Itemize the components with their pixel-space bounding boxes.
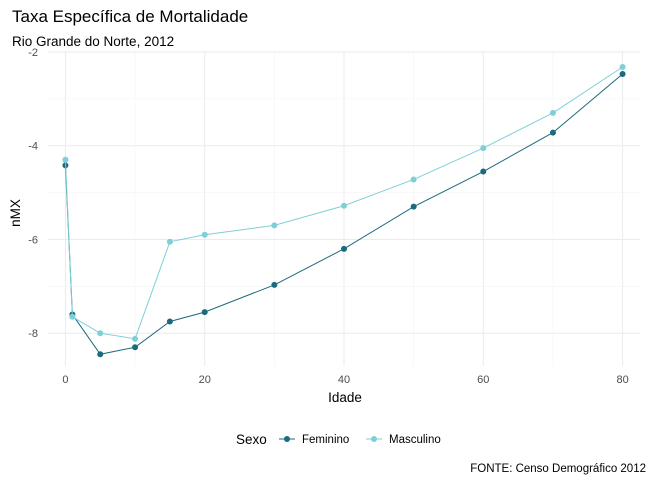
legend-label: Masculino <box>389 434 441 446</box>
legend-key-point <box>371 436 377 442</box>
point-masculino <box>166 238 173 245</box>
legend-item-feminino: Feminino <box>279 434 349 446</box>
legend-label: Feminino <box>302 434 349 446</box>
legend-title: Sexo <box>236 432 267 447</box>
point-feminino <box>97 351 104 358</box>
x-tick-label: 20 <box>199 374 211 386</box>
series-line-masculino <box>64 66 623 340</box>
point-feminino <box>132 344 139 351</box>
y-tick-label: -8 <box>28 328 38 340</box>
point-masculino <box>341 202 347 209</box>
x-tick-label: 80 <box>616 374 628 386</box>
legend-key-point <box>284 436 290 442</box>
y-tick-label: -4 <box>28 141 38 153</box>
x-tick-label: 40 <box>338 374 350 386</box>
point-feminino <box>549 129 556 136</box>
point-feminino <box>341 245 347 252</box>
y-axis-ticks: -8 -6 -4 -2 <box>28 47 38 340</box>
legend-item-masculino: Masculino <box>366 434 441 446</box>
point-masculino <box>132 335 139 342</box>
legend: Sexo Feminino Masculino <box>236 432 441 447</box>
point-feminino <box>166 318 173 325</box>
point-feminino <box>271 281 278 288</box>
y-axis-label: nMX <box>8 199 23 227</box>
x-tick-label: 60 <box>477 374 489 386</box>
x-tick-label: 0 <box>62 374 68 386</box>
y-tick-label: -2 <box>28 47 38 59</box>
point-feminino <box>201 309 208 316</box>
point-feminino <box>480 168 487 175</box>
point-masculino <box>549 109 556 116</box>
point-masculino <box>480 145 487 152</box>
point-masculino <box>97 330 104 337</box>
x-axis-ticks: 0 20 40 60 80 <box>62 374 628 386</box>
chart-title: Taxa Específica de Mortalidade <box>12 7 248 26</box>
chart-subtitle: Rio Grande do Norte, 2012 <box>12 34 174 49</box>
point-masculino <box>201 231 208 238</box>
series-line-feminino <box>64 73 623 355</box>
point-feminino <box>410 203 417 210</box>
chart-caption: FONTE: Censo Demográfico 2012 <box>470 463 646 475</box>
y-tick-label: -6 <box>28 234 38 246</box>
point-masculino <box>410 176 417 183</box>
point-masculino <box>619 63 626 70</box>
point-masculino <box>62 156 69 163</box>
legend-items: Feminino Masculino <box>279 434 441 446</box>
plot-area <box>62 63 626 358</box>
x-axis-label: Idade <box>328 390 362 405</box>
point-feminino <box>619 71 626 78</box>
point-masculino <box>271 222 278 229</box>
point-masculino <box>69 313 76 320</box>
grid <box>48 51 640 366</box>
